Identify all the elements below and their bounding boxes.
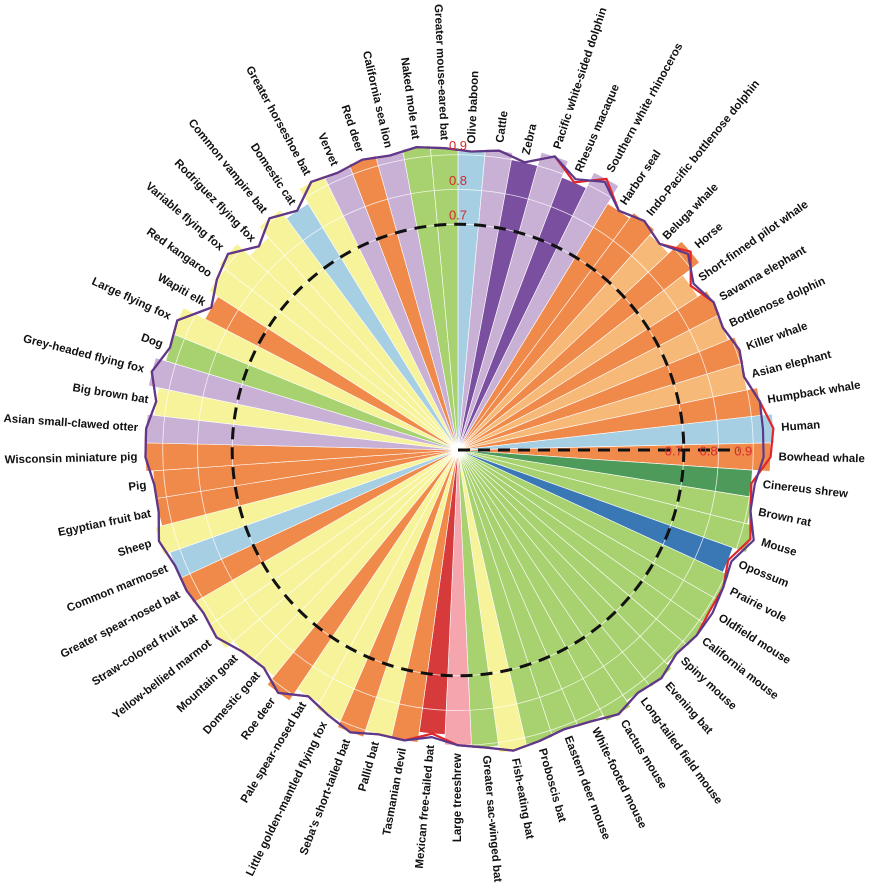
category-label: Naked mole rat: [398, 57, 421, 140]
category-label: Mouse: [760, 537, 798, 559]
category-label: Sheep: [117, 538, 154, 560]
category-label: Egyptian fruit bat: [57, 508, 152, 539]
category-label: Little golden-mantled flying fox: [244, 719, 330, 878]
category-label: Human: [781, 419, 821, 434]
category-label: Long-tailed field mouse: [638, 696, 724, 807]
category-label: Common vampire bat: [186, 117, 270, 216]
r-tick-label: 0.7: [665, 443, 683, 458]
category-label: Pallid bat: [357, 740, 382, 793]
category-label: Asian elephant: [750, 349, 832, 381]
category-label: Horse: [693, 221, 726, 251]
category-label: Greater horseshoe bat: [243, 64, 313, 178]
category-label: Asian small-clawed otter: [3, 413, 139, 434]
category-label: Greater sac-winged bat: [480, 755, 504, 883]
category-label: Wisconsin miniature pig: [5, 451, 138, 466]
category-label: Cattle: [494, 110, 510, 143]
r-tick-label: 0.8: [449, 173, 467, 188]
r-tick-label: 0.8: [699, 443, 717, 458]
category-label: Large treeshrew: [452, 753, 464, 842]
category-label: Wapiti elk: [155, 272, 208, 309]
category-label: Southern white rhinoceros: [605, 41, 685, 175]
category-label: Red deer: [339, 104, 366, 155]
r-tick-label: 0.9: [449, 138, 467, 153]
category-label: Mexican free-tailed bat: [414, 744, 437, 869]
category-label: Fish-eating bat: [509, 757, 536, 840]
category-label: Opossum: [737, 559, 791, 590]
category-label: Humpback whale: [767, 379, 862, 406]
category-label: Cinereus shrew: [762, 479, 849, 501]
category-label: Straw-colored fruit bat: [90, 612, 200, 688]
category-label: Prairie vole: [728, 586, 789, 625]
category-label: Zebra: [521, 122, 540, 156]
category-label: Rodriguez flying fox: [172, 157, 258, 245]
category-label: Olive baboon: [466, 71, 481, 144]
r-tick-label: 0.7: [449, 208, 467, 223]
category-label: Pale spear-nosed bat: [239, 700, 309, 805]
category-label: Brown rat: [757, 507, 812, 530]
category-label: Roe deer: [239, 695, 278, 742]
category-label: Greater mouse-eared bat: [432, 4, 450, 141]
category-label: Killer whale: [745, 320, 809, 353]
category-label: Yellow-bellied marmot: [111, 638, 214, 722]
category-label: California sea lion: [360, 50, 394, 149]
series-line: [144, 146, 765, 752]
category-label: Bowhead whale: [778, 451, 865, 465]
category-label: Short-finned pilot whale: [697, 199, 811, 284]
category-label: Proboscis bat: [536, 747, 568, 824]
category-label: Pig: [128, 480, 147, 494]
category-label: Tasmanian devil: [381, 747, 409, 836]
category-label: Big brown bat: [72, 382, 150, 406]
category-label: Grey-headed flying fox: [22, 333, 146, 376]
category-label: Dog: [139, 332, 164, 351]
r-tick-label: 0.9: [734, 443, 752, 458]
category-label: Vervet: [315, 131, 340, 168]
